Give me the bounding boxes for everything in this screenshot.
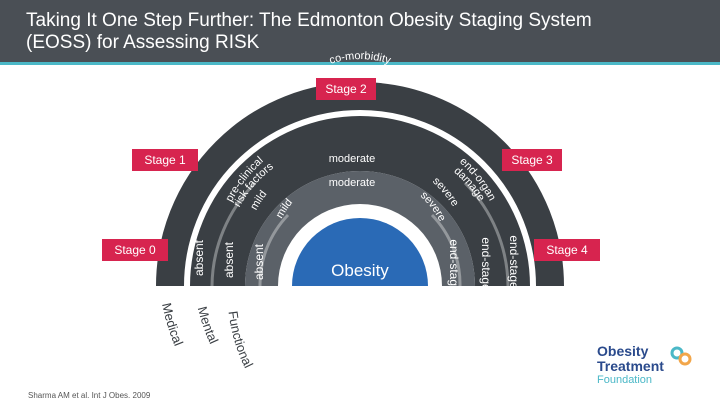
obesity-center-semicircle [292, 218, 428, 286]
stage-2-label: Stage 2 [316, 78, 376, 100]
medical-label: Medical [159, 301, 186, 348]
endstage-label-1: end-stage [447, 239, 461, 293]
title-bar: Taking It One Step Further: The Edmonton… [0, 0, 720, 62]
absent-label-1: absent [192, 239, 206, 276]
functional-label: Functional [226, 310, 257, 370]
title-underline [0, 62, 720, 65]
moderate-inner-label: moderate [329, 177, 375, 189]
stage-1-label: Stage 1 [132, 149, 198, 171]
moderate-outer-label: moderate [329, 153, 375, 165]
endstage-label-2: end-stage [479, 237, 493, 291]
mental-label: Mental [195, 305, 222, 346]
outer-arch-band [190, 116, 530, 286]
separator-right-outer [463, 181, 510, 287]
separator-left-outer [210, 181, 257, 287]
obesity-treatment-foundation-logo: Obesity Treatment Foundation [597, 344, 707, 394]
stage-4-label: Stage 4 [534, 239, 600, 261]
logo-line-obesity: Obesity [597, 343, 649, 359]
obesity-center-label: Obesity [331, 261, 389, 280]
stage-3-label: Stage 3 [502, 149, 562, 171]
citation: Sharma AM et al. Int J Obes. 2009 [28, 391, 151, 400]
slide-title: Taking It One Step Further: The Edmonton… [26, 10, 592, 53]
absent-label-3: absent [252, 243, 266, 280]
inner-arch-band [245, 171, 475, 286]
logo-line-foundation: Foundation [597, 374, 653, 386]
endstage-label-3: end-stage [507, 235, 521, 289]
comorbidity-label: co-morbidity [328, 50, 393, 67]
stage-0-label: Stage 0 [102, 239, 168, 261]
absent-label-2: absent [222, 241, 236, 278]
logo-rings-icon [670, 346, 692, 366]
separator-right-inner [430, 213, 462, 287]
logo-line-treatment: Treatment [597, 358, 664, 374]
separator-left-inner [258, 213, 290, 287]
